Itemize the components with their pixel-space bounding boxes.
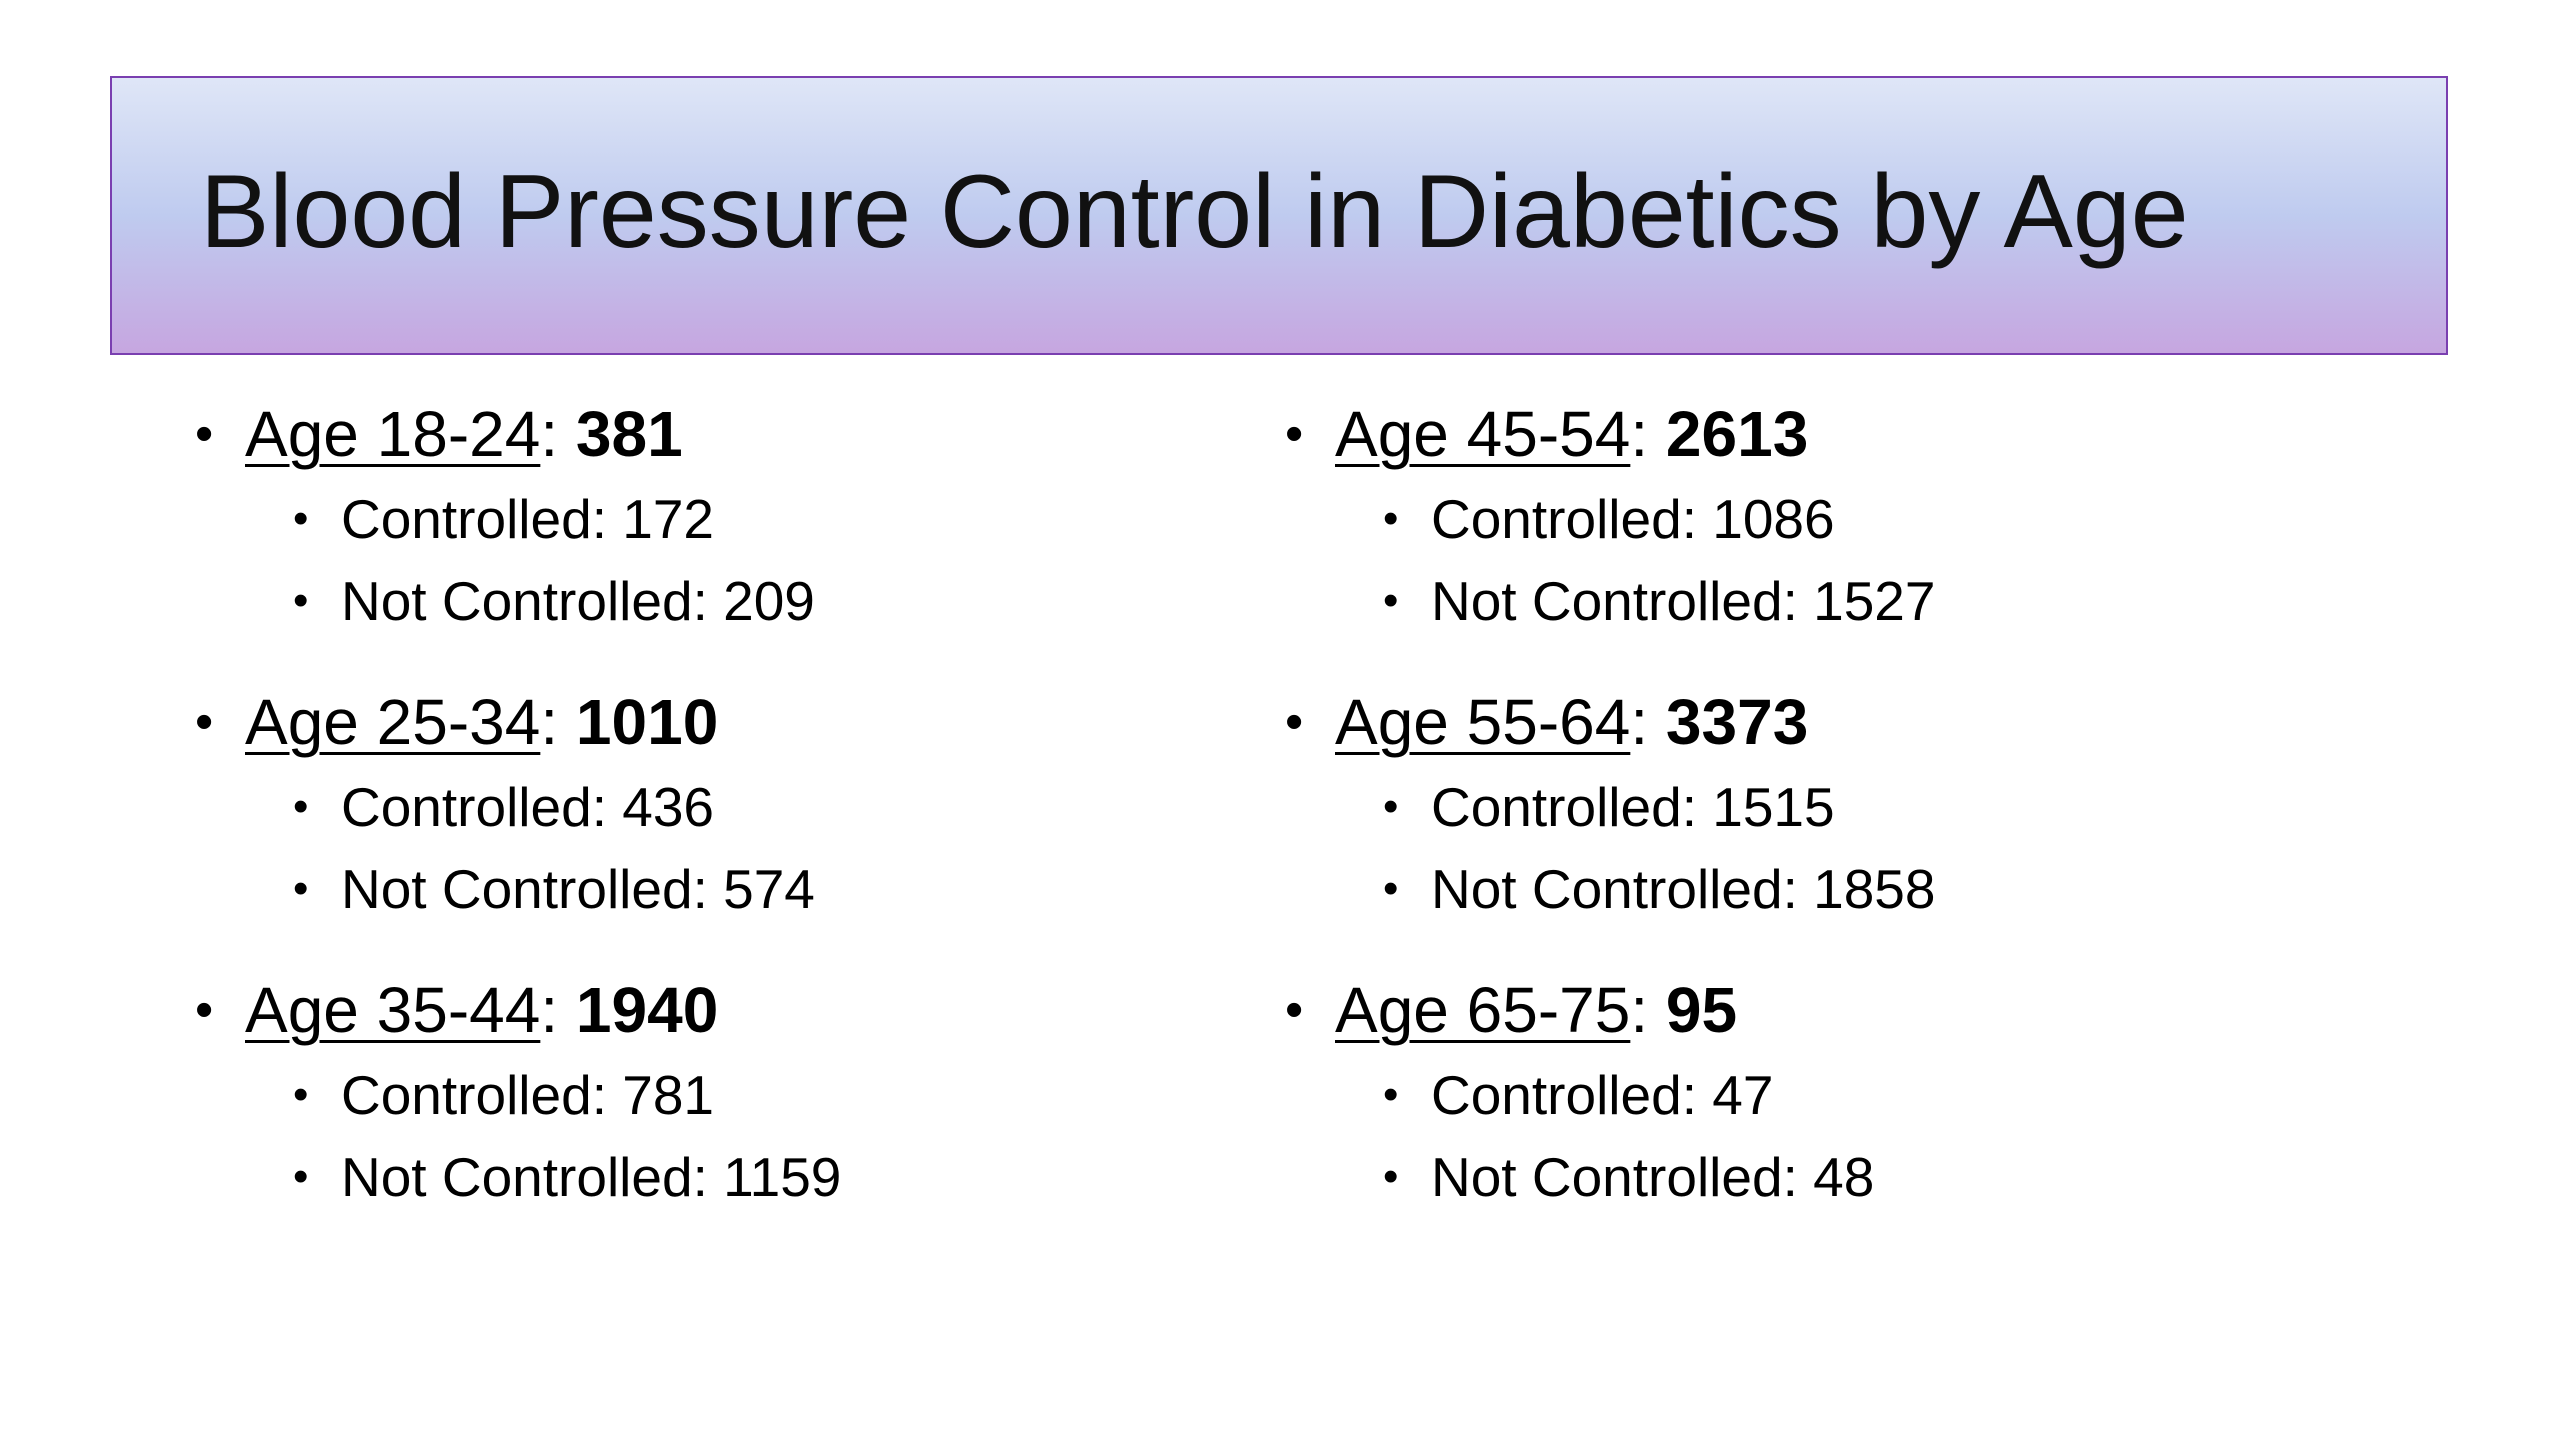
age-group-total: 381 <box>575 398 683 470</box>
not-controlled-count: • Not Controlled: 209 <box>195 560 1195 642</box>
not-controlled-text: Not Controlled: 1858 <box>1431 858 1936 920</box>
age-group-heading: • Age 45-54: 2613 <box>1285 390 2285 478</box>
controlled-text: Controlled: 1086 <box>1431 488 1835 550</box>
controlled-text: Controlled: 47 <box>1431 1064 1774 1126</box>
bullet-icon: • <box>1383 494 1399 543</box>
age-range-label: Age 25-34 <box>245 686 541 758</box>
age-range-label: Age 45-54 <box>1335 398 1631 470</box>
bullet-icon: • <box>293 1152 309 1201</box>
controlled-count: • Controlled: 1086 <box>1285 478 2285 560</box>
age-range-label: Age 35-44 <box>245 974 541 1046</box>
label-separator: : <box>1630 686 1649 758</box>
right-column: • Age 45-54: 2613 • Controlled: 1086 • N… <box>1285 390 2285 1254</box>
age-group: • Age 65-75: 95 • Controlled: 47 • Not C… <box>1285 966 2285 1218</box>
age-range-label: Age 18-24 <box>245 398 541 470</box>
age-group-total: 1940 <box>575 974 719 1046</box>
label-separator: : <box>540 686 559 758</box>
controlled-text: Controlled: 172 <box>341 488 715 550</box>
controlled-count: • Controlled: 47 <box>1285 1054 2285 1136</box>
age-group: • Age 25-34: 1010 • Controlled: 436 • No… <box>195 678 1195 930</box>
not-controlled-count: • Not Controlled: 574 <box>195 848 1195 930</box>
bullet-icon: • <box>1383 864 1399 913</box>
bullet-icon: • <box>1285 981 1304 1039</box>
bullet-icon: • <box>1383 1152 1399 1201</box>
not-controlled-count: • Not Controlled: 1858 <box>1285 848 2285 930</box>
controlled-count: • Controlled: 781 <box>195 1054 1195 1136</box>
age-group-heading: • Age 65-75: 95 <box>1285 966 2285 1054</box>
label-separator: : <box>1630 974 1649 1046</box>
controlled-count: • Controlled: 1515 <box>1285 766 2285 848</box>
bullet-icon: • <box>293 1070 309 1119</box>
bullet-icon: • <box>1383 1070 1399 1119</box>
age-range-label: Age 65-75 <box>1335 974 1631 1046</box>
label-separator: : <box>540 974 559 1046</box>
bullet-icon: • <box>195 693 214 751</box>
left-column: • Age 18-24: 381 • Controlled: 172 • Not… <box>195 390 1195 1254</box>
age-range-label: Age 55-64 <box>1335 686 1631 758</box>
bullet-icon: • <box>1285 405 1304 463</box>
title-banner: Blood Pressure Control in Diabetics by A… <box>110 76 2448 355</box>
age-group: • Age 45-54: 2613 • Controlled: 1086 • N… <box>1285 390 2285 642</box>
not-controlled-count: • Not Controlled: 1159 <box>195 1136 1195 1218</box>
bullet-icon: • <box>195 981 214 1039</box>
age-group-total: 3373 <box>1665 686 1809 758</box>
controlled-text: Controlled: 781 <box>341 1064 715 1126</box>
not-controlled-text: Not Controlled: 209 <box>341 570 815 632</box>
controlled-text: Controlled: 1515 <box>1431 776 1835 838</box>
age-group-total: 95 <box>1665 974 1738 1046</box>
age-group-heading: • Age 35-44: 1940 <box>195 966 1195 1054</box>
age-group-heading: • Age 25-34: 1010 <box>195 678 1195 766</box>
age-group: • Age 35-44: 1940 • Controlled: 781 • No… <box>195 966 1195 1218</box>
bullet-icon: • <box>293 864 309 913</box>
age-group: • Age 18-24: 381 • Controlled: 172 • Not… <box>195 390 1195 642</box>
age-group-heading: • Age 55-64: 3373 <box>1285 678 2285 766</box>
age-group: • Age 55-64: 3373 • Controlled: 1515 • N… <box>1285 678 2285 930</box>
controlled-count: • Controlled: 172 <box>195 478 1195 560</box>
bullet-icon: • <box>1383 782 1399 831</box>
slide-title: Blood Pressure Control in Diabetics by A… <box>200 154 2189 270</box>
not-controlled-text: Not Controlled: 48 <box>1431 1146 1875 1208</box>
not-controlled-count: • Not Controlled: 1527 <box>1285 560 2285 642</box>
not-controlled-text: Not Controlled: 1527 <box>1431 570 1936 632</box>
age-group-total: 1010 <box>575 686 719 758</box>
age-group-heading: • Age 18-24: 381 <box>195 390 1195 478</box>
bullet-icon: • <box>1285 693 1304 751</box>
not-controlled-count: • Not Controlled: 48 <box>1285 1136 2285 1218</box>
bullet-icon: • <box>293 782 309 831</box>
bullet-icon: • <box>293 576 309 625</box>
age-group-total: 2613 <box>1665 398 1809 470</box>
bullet-icon: • <box>1383 576 1399 625</box>
bullet-icon: • <box>195 405 214 463</box>
label-separator: : <box>540 398 559 470</box>
not-controlled-text: Not Controlled: 574 <box>341 858 815 920</box>
controlled-count: • Controlled: 436 <box>195 766 1195 848</box>
bullet-icon: • <box>293 494 309 543</box>
label-separator: : <box>1630 398 1649 470</box>
controlled-text: Controlled: 436 <box>341 776 715 838</box>
not-controlled-text: Not Controlled: 1159 <box>341 1146 842 1208</box>
